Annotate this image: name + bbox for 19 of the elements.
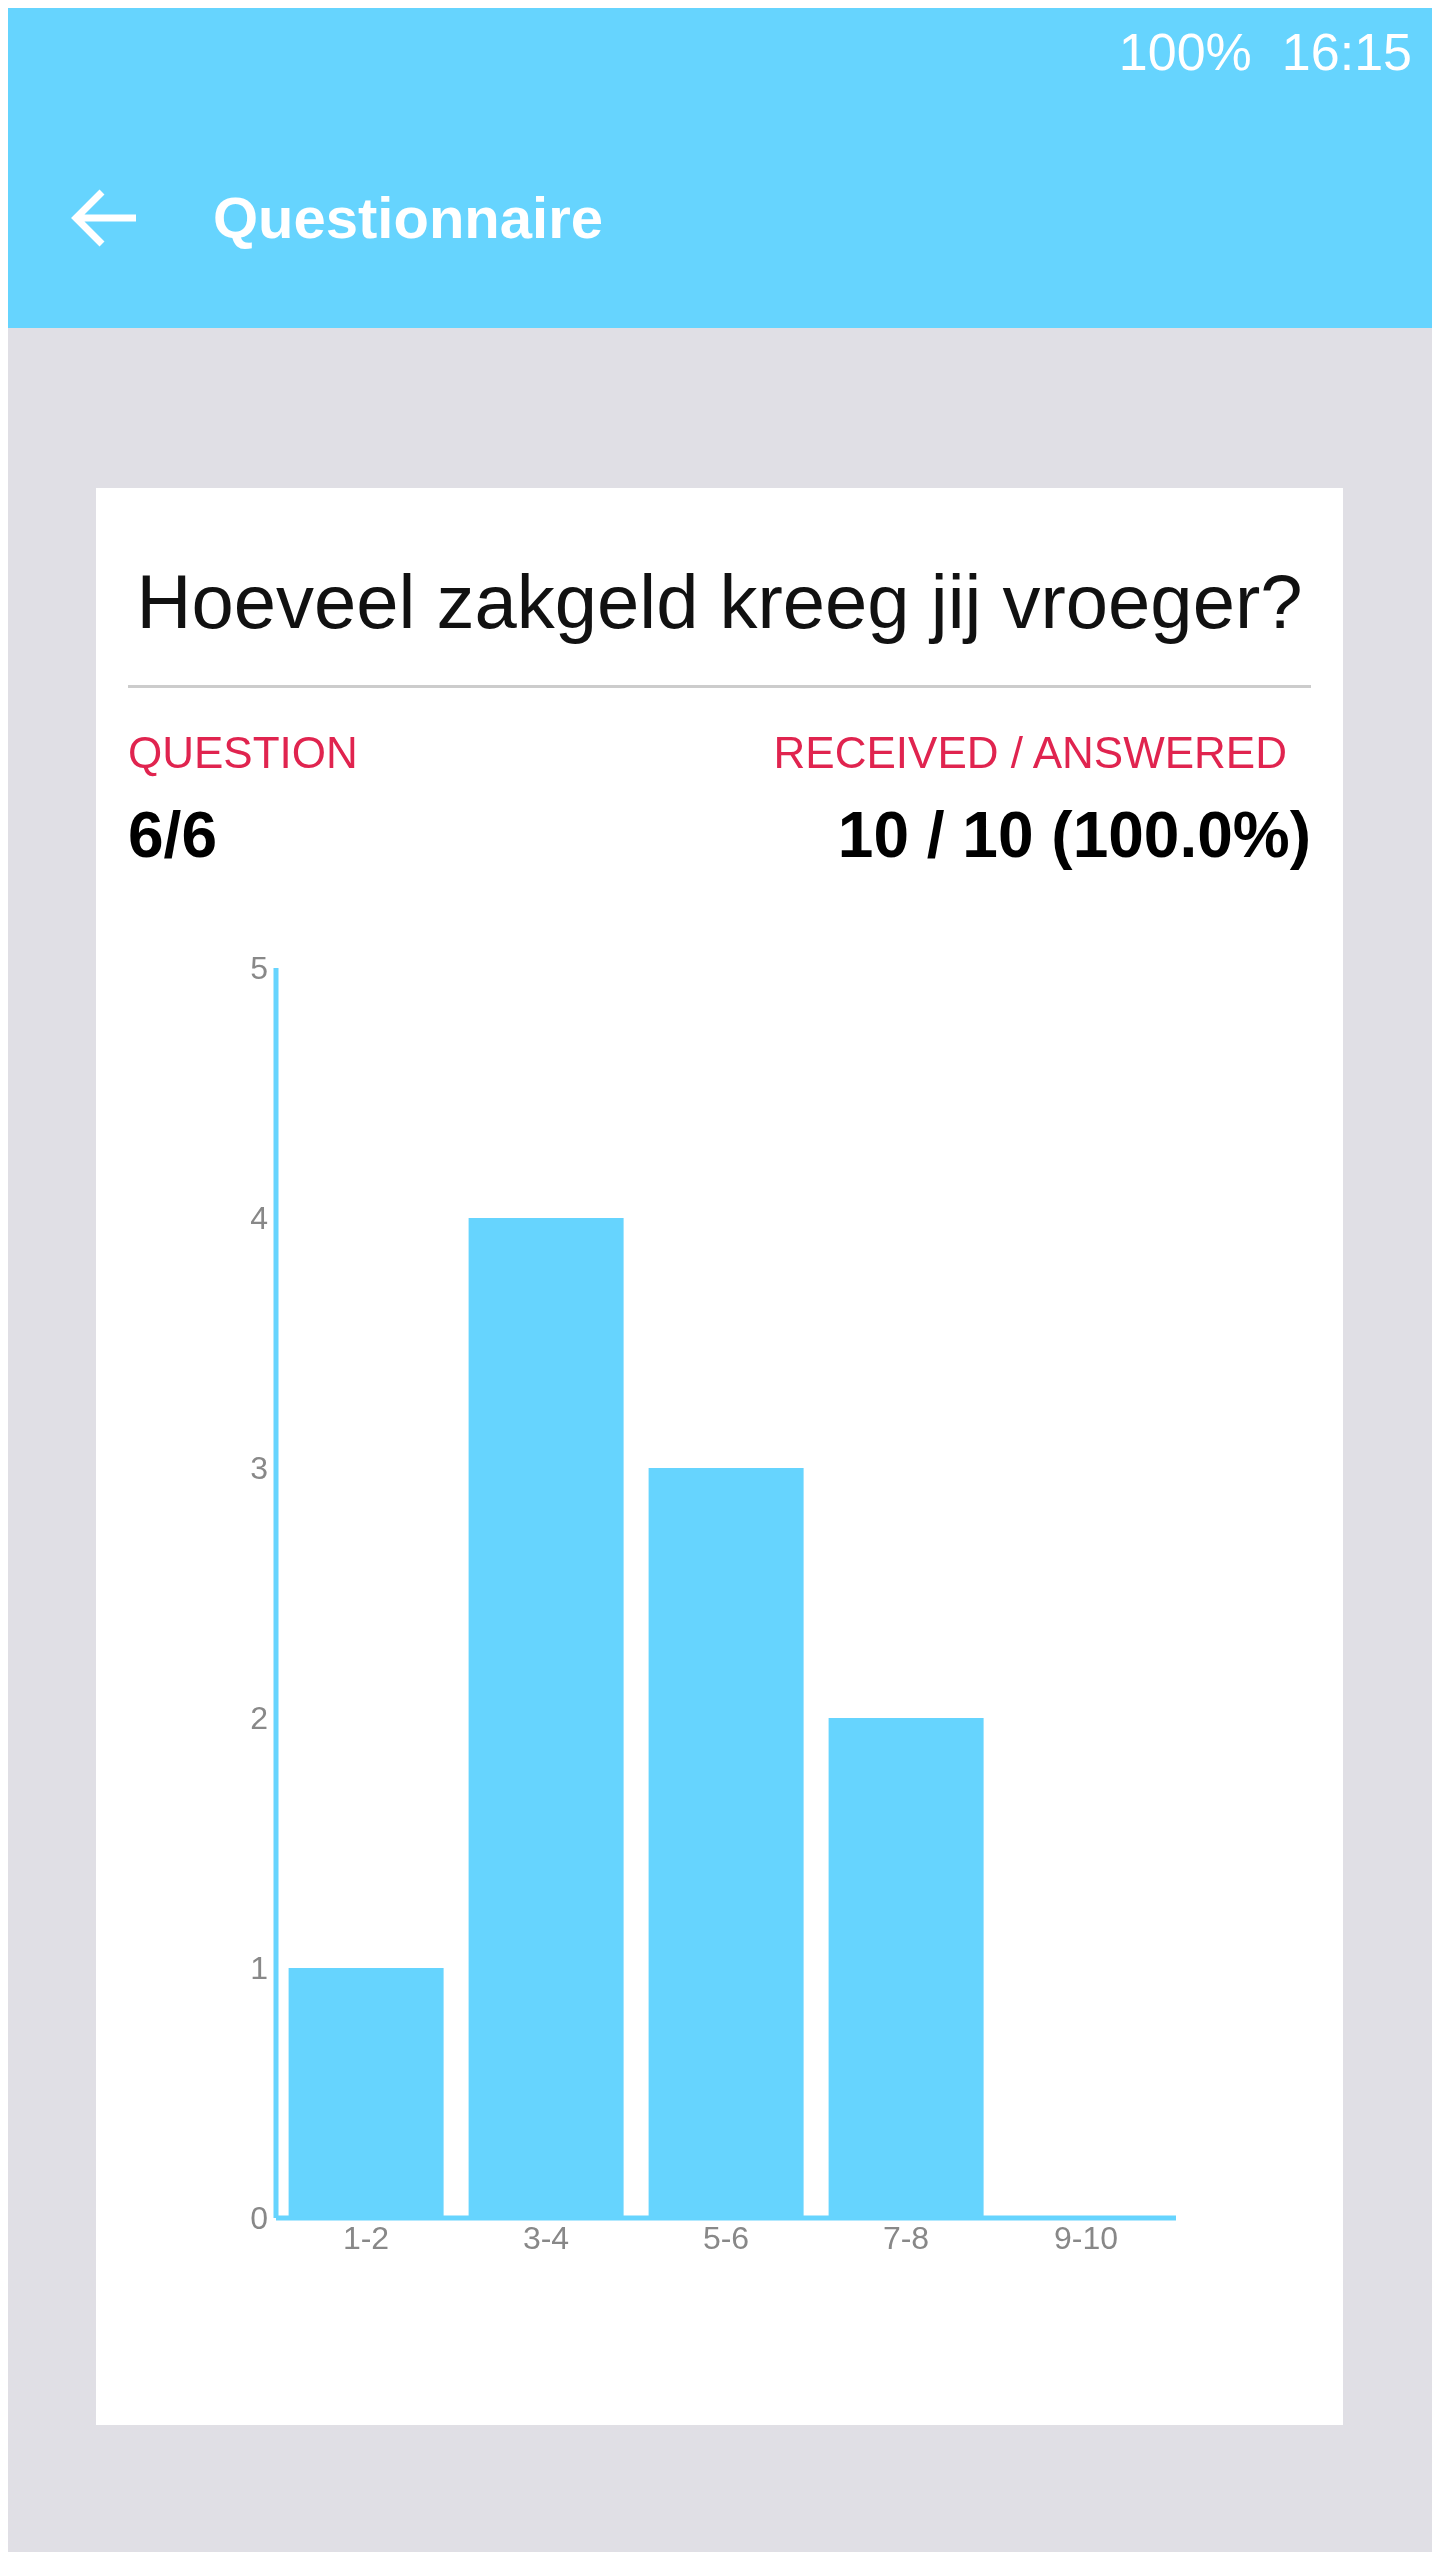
y-tick-label: 1 (250, 1950, 268, 1987)
y-tick-label: 3 (250, 1450, 268, 1487)
y-tick-label: 2 (250, 1700, 268, 1737)
x-tick-label: 9-10 (1053, 2219, 1119, 2256)
y-tick-label: 4 (250, 1200, 268, 1237)
text: 16:15 (1281, 22, 1412, 82)
x-tick-label: 3-4 (522, 2219, 570, 2256)
chart-title: Hoeveel zakgeld kreeg jij vroeger? (135, 558, 1304, 645)
text: 100% (1118, 22, 1252, 82)
text: 10 / 10 (100.0%) (837, 798, 1311, 872)
text: Questionnaire (213, 184, 603, 251)
y-tick-label: 5 (250, 950, 268, 987)
x-tick-label: 1-2 (342, 2219, 390, 2256)
x-tick-label: 7-8 (882, 2219, 930, 2256)
text: RECEIVED / ANSWERED (773, 728, 1287, 778)
text: 6/6 (128, 798, 217, 872)
x-tick-label: 5-6 (702, 2219, 750, 2256)
y-tick-label: 0 (250, 2200, 268, 2237)
text: QUESTION (128, 728, 358, 778)
